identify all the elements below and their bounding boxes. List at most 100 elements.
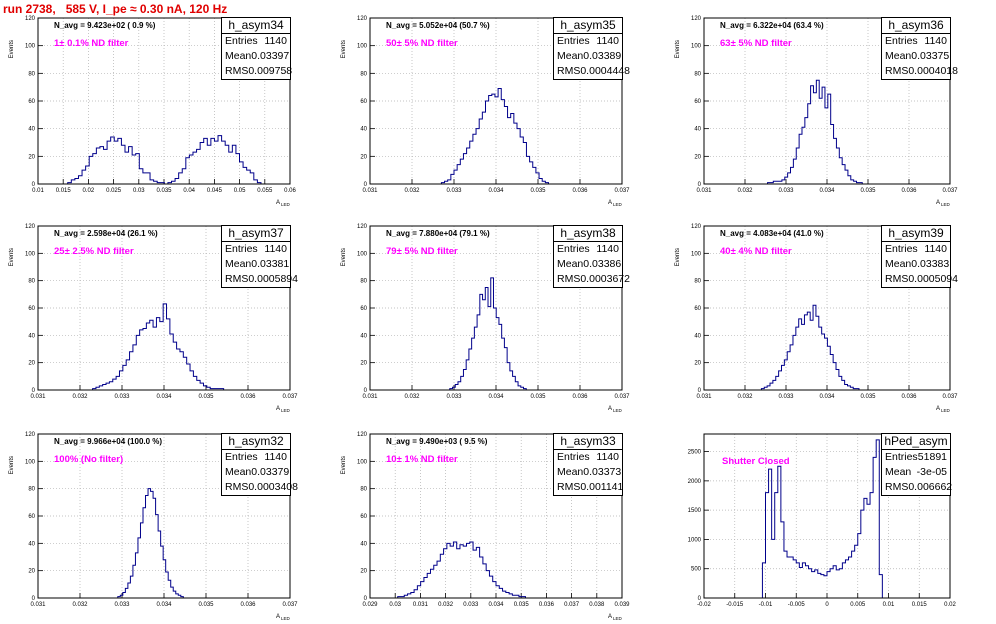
plot-frame	[369, 17, 623, 185]
stats-row-mean: Mean 0.03397	[222, 49, 290, 64]
y-tick-label: 120	[357, 432, 368, 438]
x-tick-label: 0.01	[883, 602, 895, 608]
x-axis-label-subscript: LED	[281, 408, 291, 413]
stats-value-rms: 0.0005894	[248, 273, 298, 285]
histogram-bin	[819, 327, 822, 390]
x-tick-label: 0.037	[942, 394, 958, 400]
x-tick-label: -0.005	[788, 602, 806, 608]
stats-label-mean: Mean	[885, 466, 912, 478]
histogram-bin	[150, 320, 153, 390]
stats-label-rms: RMS	[225, 273, 249, 285]
stats-value-mean: 0.03383	[911, 258, 950, 270]
stats-row-rms: RMS 0.001141	[554, 480, 623, 495]
y-tick-label: 20	[28, 569, 35, 575]
histogram-bin	[106, 383, 109, 390]
histogram-bin	[793, 560, 796, 598]
x-tick-label: 0.034	[819, 394, 835, 400]
x-tick-label: 0.035	[860, 188, 876, 194]
y-tick-label: 100	[357, 251, 368, 257]
histogram-panel-h_asym37: 0.031 0.032 0.033 0.034 0.035 0.036 0.037 0 20 40…	[9, 224, 298, 413]
histogram-bin	[250, 173, 254, 184]
stats-row-rms: RMS 0.0003408	[222, 480, 298, 495]
x-tick-label: 0.036	[901, 188, 917, 194]
histogram-bin	[211, 138, 215, 184]
histogram-bin	[107, 141, 111, 184]
histogram-bin	[225, 145, 229, 184]
stats-value-rms: 0.0003408	[248, 481, 298, 493]
stats-row-rms: RMS 0.006662	[882, 480, 952, 495]
histogram-bin	[146, 173, 150, 184]
x-tick-label: 0.04	[183, 188, 195, 194]
histogram-bin	[855, 545, 858, 598]
stats-label-mean: Mean	[885, 258, 912, 270]
x-tick-label: 0.037	[942, 188, 958, 194]
histogram-bin	[156, 318, 159, 390]
y-tick-label: 80	[694, 279, 701, 285]
histogram-bin	[809, 569, 812, 598]
stats-row-mean: Mean 0.03375	[882, 49, 950, 64]
histogram-bin	[75, 178, 79, 184]
stats-value-mean: 0.03373	[583, 466, 622, 478]
plot-frame	[703, 225, 951, 391]
y-tick-label: 20	[28, 361, 35, 367]
stats-label-entries: Entries	[225, 243, 258, 255]
x-tick-label: 0.035	[198, 602, 214, 608]
x-tick-label: 0.033	[446, 188, 462, 194]
x-tick-label: 0.036	[240, 394, 256, 400]
histogram-outline	[397, 541, 526, 598]
y-tick-label: 120	[25, 432, 36, 438]
stats-label-entries: Entries	[225, 451, 258, 463]
stats-value-mean: 0.03379	[251, 466, 290, 478]
histogram-bin	[71, 180, 75, 184]
histogram-bin	[849, 557, 852, 598]
histogram-bin	[460, 545, 463, 598]
x-tick-label: 0.035	[530, 188, 546, 194]
histogram-outline	[117, 488, 184, 598]
histogram-bin	[818, 573, 821, 598]
x-tick-label: 0.031	[362, 394, 378, 400]
histogram-bin	[143, 173, 147, 184]
histogram-bin	[104, 149, 108, 184]
histogram-bin	[89, 156, 93, 184]
histogram-name: h_asym35	[554, 18, 622, 34]
stats-label-mean: Mean	[885, 50, 912, 62]
stats-box: h_asym33 Entries 1140 Mean 0.03373 RMS 0.00114…	[553, 433, 623, 496]
histogram-bin	[830, 569, 833, 598]
stats-label-mean: Mean	[557, 50, 584, 62]
histogram-bin	[802, 563, 805, 598]
histogram-bin	[190, 371, 193, 390]
histogram-bin	[867, 504, 870, 598]
stats-label-entries: Entries	[885, 243, 918, 255]
histogram-panel-h_asym36: 0.031 0.032 0.033 0.034 0.035 0.036 0.037 0 20 40…	[675, 16, 958, 207]
stats-value-mean: 0.03381	[251, 258, 290, 270]
histogram-bin	[504, 107, 507, 184]
stats-box: h_asym39 Entries 1140 Mean 0.03383 RMS 0.00050…	[881, 225, 958, 288]
y-tick-label: 100	[357, 459, 368, 465]
y-axis-label: Events	[675, 248, 681, 266]
stats-box: h_asym32 Entries 1140 Mean 0.03379 RMS 0.00034…	[221, 433, 298, 496]
x-tick-label: 0.033	[114, 602, 130, 608]
histogram-bin	[197, 149, 201, 184]
stats-label-entries: Entries	[557, 35, 590, 47]
y-tick-label: 60	[28, 99, 35, 105]
histogram-bin	[204, 138, 208, 184]
y-tick-label: 2500	[688, 450, 702, 456]
x-tick-label: 0.036	[539, 602, 555, 608]
y-tick-label: 100	[25, 44, 36, 50]
stats-box: h_asym35 Entries 1140 Mean 0.03389 RMS 0.00044…	[553, 17, 630, 80]
filter-annotation: 63± 5% ND filter	[720, 38, 792, 49]
histogram-outline	[449, 277, 527, 390]
filter-annotation: 40± 4% ND filter	[720, 246, 792, 257]
y-tick-label: 80	[28, 71, 35, 77]
histogram-bin	[802, 324, 805, 390]
histogram-bin	[125, 152, 129, 184]
y-tick-label: 0	[364, 388, 368, 394]
x-tick-label: 0.036	[240, 602, 256, 608]
histogram-bin	[810, 320, 813, 390]
histogram-panel-h_asym39: 0.031 0.032 0.033 0.034 0.035 0.036 0.037 0 20 40…	[675, 224, 958, 413]
histogram-bin	[495, 97, 498, 184]
histogram-bin	[450, 546, 453, 598]
x-tick-label: 0.03	[133, 188, 145, 194]
stats-label-rms: RMS	[557, 481, 581, 493]
histogram-bin	[473, 550, 476, 598]
